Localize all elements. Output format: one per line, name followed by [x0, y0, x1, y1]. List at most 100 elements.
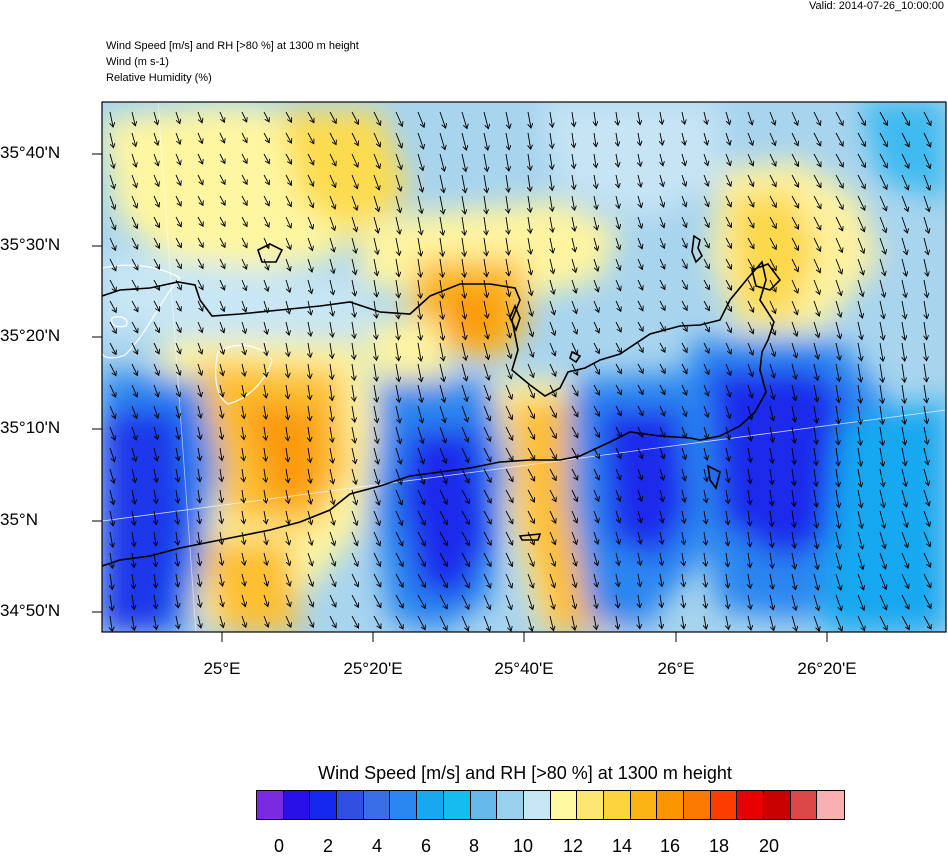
wind-arrow: [660, 594, 662, 608]
wind-arrow: [153, 405, 158, 418]
wind-arrow: [461, 300, 465, 319]
wind-arrow: [461, 153, 466, 172]
wind-arrow: [418, 279, 421, 298]
wind-arrow: [527, 426, 535, 439]
wind-arrow: [571, 363, 578, 375]
wind-arrow: [571, 552, 576, 566]
wind-arrow: [461, 363, 467, 381]
wind-arrow: [616, 195, 619, 208]
wind-arrow: [813, 153, 821, 167]
wind-arrow: [307, 510, 312, 525]
wind-arrow: [901, 573, 909, 589]
wind-arrow: [880, 405, 883, 424]
wind-arrow: [263, 594, 268, 607]
wind-arrow: [594, 111, 596, 126]
wind-arrow: [703, 153, 708, 166]
wind-arrow: [836, 468, 839, 487]
wind-arrow: [396, 300, 399, 319]
wind-arrow: [506, 174, 509, 192]
wind-arrow: [154, 531, 156, 546]
wind-arrow: [901, 426, 905, 445]
wind-arrow: [263, 174, 269, 185]
wind-arrow: [461, 405, 468, 422]
wind-arrow: [725, 174, 731, 186]
wind-arrow: [417, 111, 424, 127]
wind-arrow: [770, 447, 773, 463]
wind-arrow: [638, 615, 640, 629]
wind-arrow: [285, 132, 292, 143]
wind-arrow: [440, 279, 443, 298]
wind-arrow: [461, 132, 466, 150]
wind-arrow: [858, 384, 861, 403]
wind-arrow: [880, 426, 883, 445]
wind-arrow: [660, 111, 662, 124]
wind-arrow: [835, 489, 839, 508]
wind-arrow: [131, 132, 136, 146]
wind-arrow: [417, 342, 421, 361]
wind-arrow: [153, 321, 159, 333]
wind-arrow: [879, 447, 883, 466]
wind-arrow: [814, 405, 817, 423]
wind-arrow: [285, 258, 290, 271]
wind-arrow: [175, 258, 181, 269]
wind-arrow: [638, 552, 641, 565]
wind-arrow: [373, 258, 377, 276]
wind-arrow: [615, 342, 621, 353]
wind-arrow: [549, 279, 554, 294]
wind-arrow: [879, 552, 886, 569]
wind-arrow: [527, 552, 534, 566]
wind-arrow: [857, 363, 861, 382]
wind-arrow: [153, 258, 160, 269]
wind-arrow: [747, 258, 754, 270]
wind-arrow: [109, 510, 113, 526]
wind-arrow: [329, 468, 333, 484]
wind-arrow: [285, 531, 289, 545]
wind-arrow: [241, 174, 247, 184]
wind-arrow: [769, 321, 775, 335]
wind-arrow: [747, 195, 754, 207]
wind-arrow: [704, 594, 706, 608]
wind-arrow: [593, 363, 599, 374]
wind-arrow: [527, 258, 531, 275]
wind-arrow: [813, 216, 821, 230]
wind-arrow: [659, 405, 665, 416]
wind-arrow: [439, 489, 447, 504]
wind-arrow: [659, 426, 664, 437]
wind-arrow: [857, 510, 862, 528]
wind-arrow: [659, 216, 664, 228]
wind-arrow: [637, 279, 643, 290]
wind-arrow: [660, 573, 662, 587]
wind-arrow: [109, 426, 115, 440]
wind-arrow: [505, 468, 513, 482]
wind-arrow: [131, 237, 138, 249]
wind-arrow: [857, 615, 865, 631]
wind-arrow: [505, 111, 510, 129]
wind-arrow: [176, 531, 178, 545]
wind-arrow: [373, 174, 379, 190]
wind-arrow: [924, 342, 927, 361]
wind-arrow: [131, 195, 137, 208]
wind-arrow: [792, 426, 795, 443]
wind-arrow: [351, 552, 358, 566]
wind-arrow: [571, 342, 577, 355]
wind-arrow: [285, 195, 291, 207]
wind-arrow: [924, 363, 927, 382]
wind-arrow: [923, 531, 930, 547]
wind-arrow: [374, 342, 377, 360]
colorbar-label: 16: [659, 836, 681, 856]
wind-arrow: [219, 237, 225, 247]
wind-arrow: [176, 426, 179, 439]
lon-label: 26°E: [657, 659, 695, 678]
wind-arrow: [373, 489, 379, 505]
wind-arrow: [659, 342, 665, 352]
wind-arrow: [242, 594, 245, 607]
wind-arrow: [373, 111, 381, 125]
wind-arrow: [462, 258, 465, 277]
wind-arrow: [219, 300, 224, 311]
wind-arrow: [770, 552, 773, 568]
wind-arrow: [682, 615, 684, 629]
wind-arrow: [726, 615, 729, 629]
wind-arrow: [681, 195, 686, 207]
wind-arrow: [307, 573, 313, 586]
wind-arrow: [505, 594, 512, 610]
